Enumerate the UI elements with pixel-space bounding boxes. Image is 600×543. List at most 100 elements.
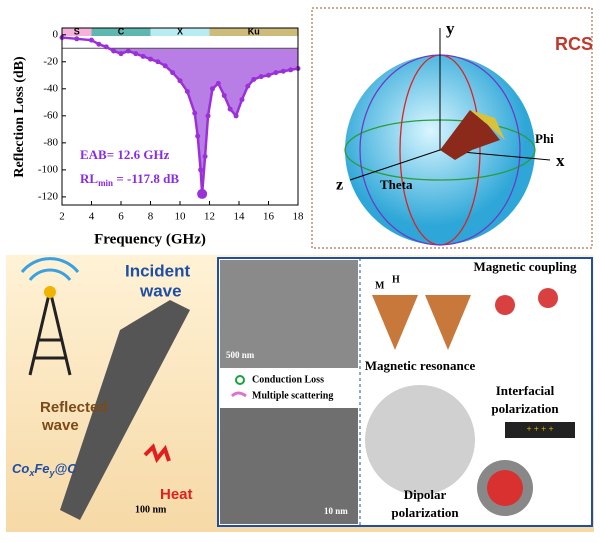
panel-border <box>311 7 593 249</box>
marker <box>170 70 176 76</box>
axis-label: Phi <box>535 131 554 146</box>
marker <box>215 80 221 86</box>
band <box>91 28 151 36</box>
scale-bar: 500 nm <box>226 350 255 360</box>
marker <box>133 51 139 57</box>
band <box>209 28 298 36</box>
x-tick-label: 10 <box>175 211 187 223</box>
axis-label: z <box>336 177 343 194</box>
rcs-lobe <box>470 110 505 140</box>
axis-label: x <box>556 151 565 170</box>
marker <box>148 56 153 62</box>
label: H <box>392 274 400 285</box>
y-tick-label: -80 <box>43 136 58 148</box>
axis-label: y <box>446 19 455 38</box>
label: CoxFey@C <box>12 461 77 478</box>
label: Incident <box>125 261 191 280</box>
marker <box>288 67 294 73</box>
rcs-panel: RCS y x z Phi Theta <box>311 7 593 249</box>
axis <box>349 149 441 181</box>
legend-icon <box>235 375 245 385</box>
marker <box>162 63 168 69</box>
x-label: Frequency (GHz) <box>94 231 206 247</box>
capacitor <box>505 422 575 438</box>
x-tick-label: 8 <box>148 211 154 223</box>
legend: Multiple scattering <box>252 390 333 401</box>
heat-icon <box>143 443 171 464</box>
marker <box>233 113 239 119</box>
marker <box>195 133 201 139</box>
band <box>150 28 210 36</box>
marker <box>239 97 245 103</box>
antenna <box>44 286 56 298</box>
particle <box>495 295 515 315</box>
y-tick-label: -100 <box>38 163 59 175</box>
marker <box>205 113 211 119</box>
rcs-title: RCS <box>555 34 593 54</box>
scale-bar: 10 nm <box>324 506 348 516</box>
marker <box>202 153 208 159</box>
x-tick-label: 12 <box>204 211 215 223</box>
x-tick-label: 4 <box>89 211 95 223</box>
x-tick-label: 16 <box>263 211 275 223</box>
label: M <box>375 280 385 291</box>
legend-box <box>220 368 358 408</box>
y-tick-label: -120 <box>38 190 59 202</box>
marker <box>140 53 146 59</box>
legend: Conduction Loss <box>252 374 324 385</box>
label: Heat <box>160 486 193 503</box>
y-tick-label: 0 <box>53 28 59 40</box>
band-label: C <box>118 26 125 36</box>
graphene <box>365 385 475 495</box>
marker <box>251 76 257 82</box>
scale-bar: 100 nm <box>135 504 167 515</box>
y-label: Reflection Loss (dB) <box>12 56 27 178</box>
annotation: RLmin = -117.8 dB <box>80 171 179 188</box>
signal <box>20 257 80 281</box>
y-tick-label: -20 <box>43 55 58 67</box>
label: Magnetic resonance <box>365 358 476 373</box>
x-tick-label: 18 <box>293 211 305 223</box>
marker <box>96 41 102 47</box>
core <box>487 470 523 506</box>
marker <box>245 83 251 89</box>
marker <box>197 188 208 199</box>
marker <box>89 37 94 43</box>
label: polarization <box>491 401 559 416</box>
x-tick-label: 2 <box>59 211 65 223</box>
marker <box>111 48 117 54</box>
label: Magnetic coupling <box>474 259 577 274</box>
band <box>62 28 92 36</box>
fiber <box>60 300 190 520</box>
tower <box>28 289 72 376</box>
marker <box>221 93 227 99</box>
y-tick-label: -40 <box>43 82 58 94</box>
marker <box>227 106 233 112</box>
label: wave <box>41 417 79 434</box>
bottom-panel: Incident wave Reflected wave CoxFey@C He… <box>6 255 594 532</box>
marker <box>280 68 286 74</box>
marker <box>273 70 279 76</box>
label: polarization <box>391 505 459 520</box>
marker <box>74 36 80 42</box>
annotation: EAB= 12.6 GHz <box>80 147 170 162</box>
x-tick-label: 6 <box>118 211 124 223</box>
band-label: X <box>177 26 183 36</box>
tem-image <box>220 260 358 368</box>
label: wave <box>139 281 182 300</box>
tem-image <box>220 408 358 524</box>
marker <box>198 167 204 173</box>
x-tick-label: 14 <box>234 211 246 223</box>
label: + + + + <box>526 424 553 434</box>
label: Dipolar <box>404 487 447 502</box>
marker <box>258 74 264 80</box>
cone <box>372 295 471 350</box>
axis-label: Theta <box>380 177 413 192</box>
marker <box>177 78 183 84</box>
fill-area <box>62 48 298 194</box>
marker <box>209 86 215 92</box>
marker <box>155 59 161 65</box>
band-label: S <box>74 26 80 36</box>
rl-chart: Frequency (GHz) Reflection Loss (dB) EAB… <box>12 26 304 247</box>
particle <box>538 288 558 308</box>
